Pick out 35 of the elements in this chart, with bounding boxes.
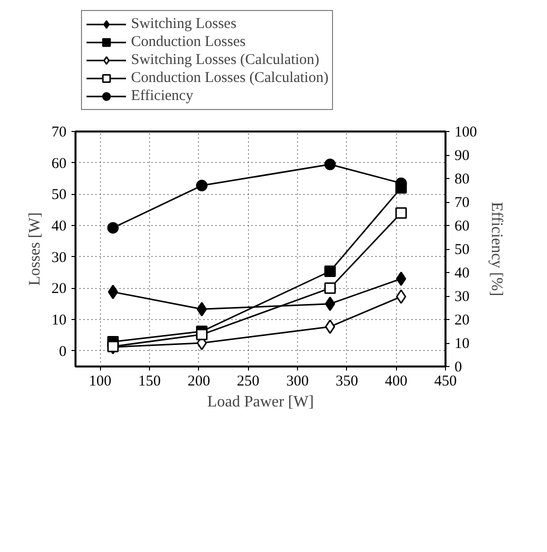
x-tick-label: 200 <box>188 374 210 390</box>
x-tick-label: 300 <box>286 374 309 390</box>
y2-tick-label: 70 <box>454 195 470 211</box>
y2-tick-label: 30 <box>454 289 470 305</box>
legend-label: Conduction Losses (Calculation) <box>131 69 328 87</box>
y2-tick-label: 40 <box>454 266 470 282</box>
y2-tick-label: 60 <box>454 218 470 234</box>
y-tick-label: 40 <box>52 218 66 234</box>
y-tick-label: 0 <box>59 344 66 360</box>
y2-tick-label: 50 <box>454 242 470 258</box>
x-tick-label: 100 <box>88 374 112 390</box>
x-tick-label: 450 <box>434 374 457 390</box>
y-axis-title: Losses [W] <box>26 212 44 286</box>
legend-label: Efficiency <box>131 87 194 105</box>
y-tick-label: 50 <box>52 187 66 204</box>
y-tick-label: 70 <box>52 124 66 140</box>
y2-tick-label: 90 <box>454 148 470 164</box>
x-tick-label: 250 <box>236 374 260 390</box>
y2-axis-title: Efficiency [%] <box>488 202 505 296</box>
y-tick-label: 60 <box>52 156 66 172</box>
legend-label: Switching Losses (Calculation) <box>131 51 320 69</box>
y2-tick-label: 10 <box>454 336 470 352</box>
legend-label: Switching Losses <box>131 15 236 33</box>
y-tick-label: 30 <box>52 250 66 266</box>
y-tick-label: 20 <box>52 281 66 298</box>
legend-label: Conduction Losses <box>131 33 246 51</box>
x-axis-title: Load Pawer [W] <box>207 394 314 410</box>
x-tick-label: 400 <box>384 374 408 390</box>
y2-tick-label: 20 <box>454 312 470 328</box>
y2-tick-label: 80 <box>454 172 470 188</box>
x-tick-label: 150 <box>138 374 161 390</box>
y2-tick-label: 100 <box>454 124 477 140</box>
y-tick-label: 10 <box>52 312 66 328</box>
y2-tick-label: 0 <box>454 360 462 376</box>
x-tick-label: 350 <box>336 374 358 390</box>
